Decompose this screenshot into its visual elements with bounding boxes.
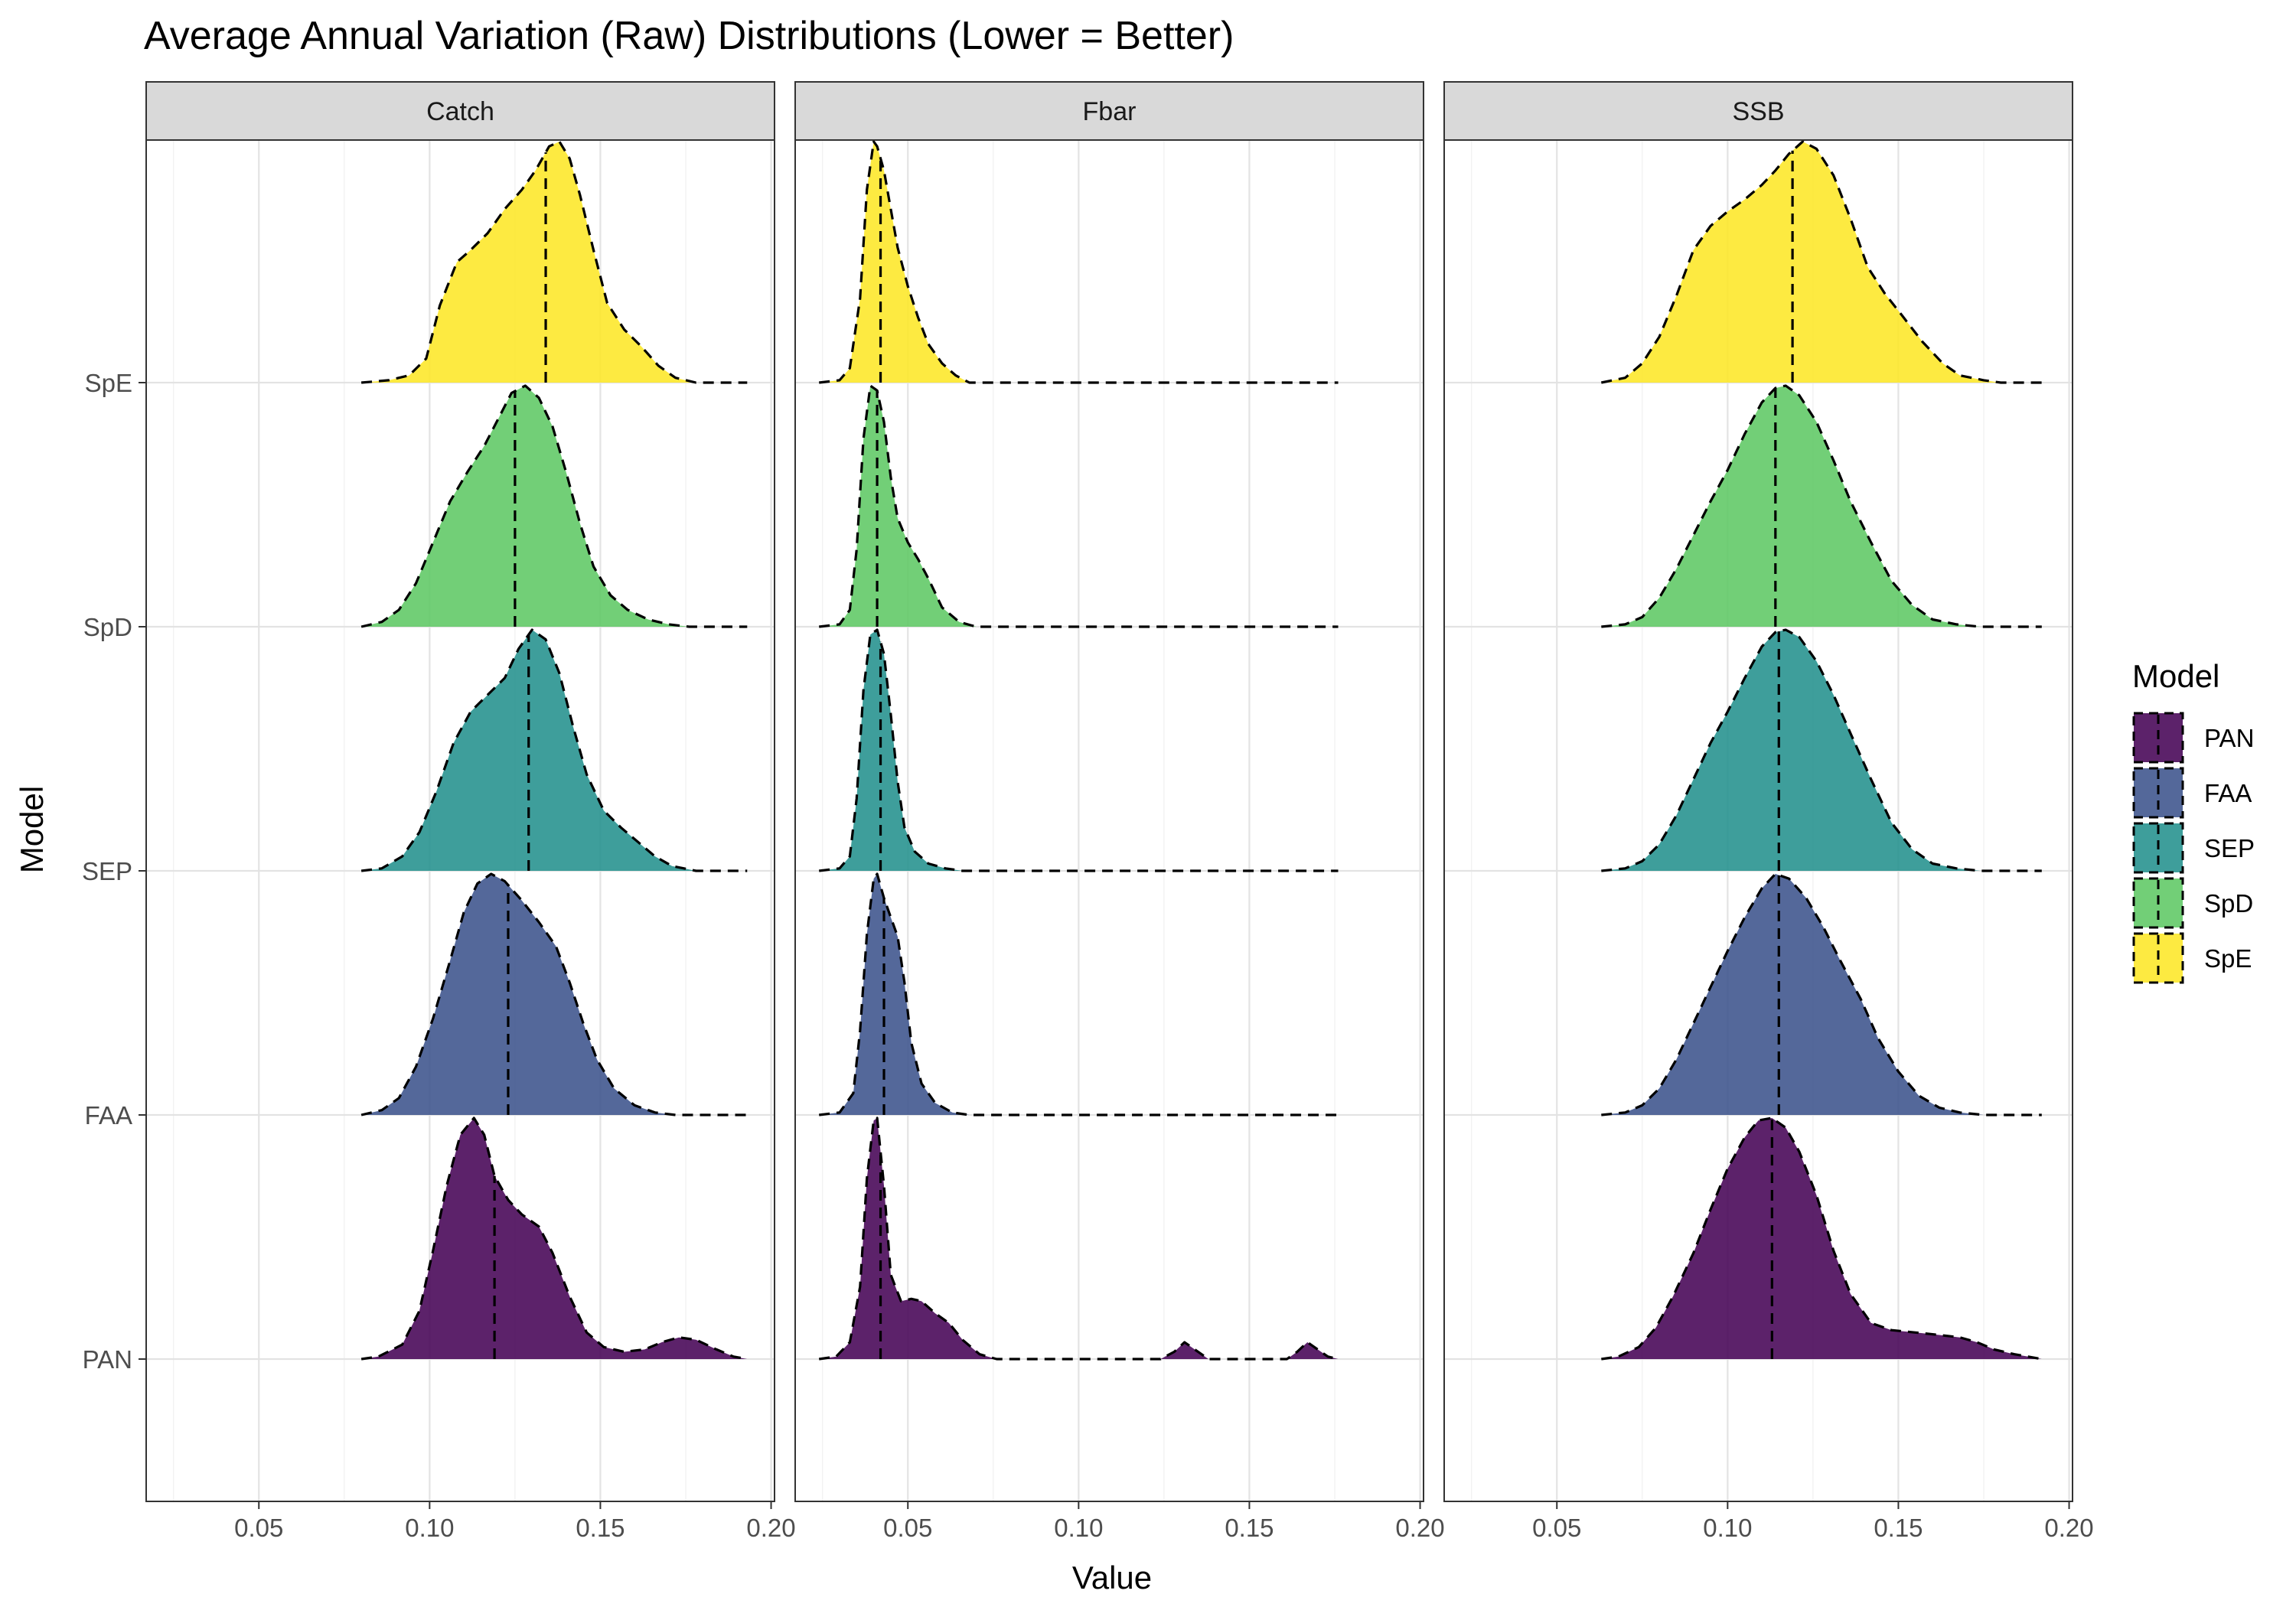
ridge-pan	[818, 1116, 1339, 1361]
ridge-spd	[819, 384, 1339, 628]
legend-item-faa: FAA	[2132, 767, 2252, 819]
ridge-sep	[1601, 628, 2042, 872]
ridge-spe	[1600, 140, 2042, 384]
ridge-spe	[819, 140, 1339, 384]
ridge-pan	[1601, 1116, 2043, 1361]
density-area	[361, 630, 748, 871]
ridge-sep	[819, 628, 1339, 872]
facet-strip-label: Catch	[426, 97, 494, 126]
density-outline	[819, 628, 1339, 872]
density-outline	[1601, 384, 2042, 628]
legend-label: SpD	[2204, 889, 2253, 918]
density-area	[361, 386, 748, 627]
y-tick-label: SEP	[82, 857, 132, 885]
facet-panel-ssb: SSB	[1443, 81, 2073, 1502]
density-outline	[818, 1116, 1339, 1361]
density-area	[819, 386, 1339, 627]
x-tick-label: 0.05	[883, 1514, 932, 1542]
ridge-spe	[360, 140, 748, 384]
x-tick-label: 0.10	[1054, 1514, 1103, 1542]
ridge-faa	[360, 872, 748, 1116]
x-tick-label: 0.20	[2044, 1514, 2093, 1542]
density-outline	[819, 140, 1339, 384]
x-axis-fbar: 0.05 0.10 0.15 0.20	[883, 1501, 1445, 1542]
ridge-pan	[360, 1116, 748, 1361]
x-axis-title: Value	[1072, 1560, 1152, 1596]
legend-label: SpE	[2204, 944, 2252, 973]
density-outline	[360, 872, 748, 1116]
y-tick-label: SpE	[85, 369, 132, 397]
density-outline	[1601, 628, 2042, 872]
density-area	[819, 874, 1339, 1115]
panel-border	[145, 139, 775, 1502]
legend-title: Model	[2132, 658, 2219, 694]
x-tick-label: 0.15	[1874, 1514, 1923, 1542]
facet-strip-label: SSB	[1732, 97, 1784, 126]
facet-strip	[1443, 81, 2073, 141]
chart-title: Average Annual Variation (Raw) Distribut…	[144, 14, 1234, 58]
density-outline	[819, 872, 1339, 1116]
legend-items: PAN FAA SEP SpD SpE	[2132, 712, 2255, 984]
density-outline	[1601, 872, 2042, 1116]
x-tick-label: 0.05	[234, 1514, 283, 1542]
x-axis-catch: 0.05 0.10 0.15 0.20	[234, 1501, 796, 1542]
density-area	[819, 142, 1339, 383]
density-area	[1601, 386, 2042, 627]
facet-strip	[794, 81, 1424, 141]
density-area	[819, 1118, 1339, 1359]
legend-item-pan: PAN	[2132, 712, 2254, 764]
x-tick-label: 0.20	[746, 1514, 795, 1542]
ridge-faa	[1601, 872, 2042, 1116]
legend-label: PAN	[2204, 724, 2254, 752]
legend-item-sep: SEP	[2132, 822, 2255, 874]
density-outline	[360, 140, 748, 384]
facet-strip-label: Fbar	[1083, 97, 1137, 126]
density-outline	[1601, 1116, 2043, 1361]
y-tick-label: PAN	[83, 1345, 132, 1374]
density-outline	[360, 1116, 748, 1361]
x-tick-label: 0.10	[405, 1514, 454, 1542]
density-outline	[360, 628, 748, 872]
facet-panels: Catch Fbar SSB	[145, 81, 2073, 1502]
facet-strip	[145, 81, 775, 141]
legend-item-spe: SpE	[2132, 932, 2252, 984]
density-outline	[1600, 140, 2042, 384]
x-tick-label: 0.10	[1703, 1514, 1752, 1542]
x-tick-label: 0.05	[1532, 1514, 1581, 1542]
legend-item-spd: SpD	[2132, 877, 2253, 929]
density-area	[361, 142, 748, 383]
density-outline	[360, 384, 748, 628]
y-axis-title: Model	[14, 786, 50, 873]
legend-label: FAA	[2204, 779, 2252, 807]
ridge-spd	[1601, 384, 2042, 628]
ridge-spd	[360, 384, 748, 628]
density-area	[361, 1118, 748, 1359]
density-area	[1601, 142, 2042, 383]
facet-panel-catch: Catch	[145, 81, 775, 1502]
ridge-sep	[360, 628, 748, 872]
density-area	[1601, 630, 2042, 871]
ridge-faa	[819, 872, 1339, 1116]
y-axis: PAN FAA SEP SpD SpE	[82, 369, 146, 1374]
x-tick-label: 0.20	[1395, 1514, 1444, 1542]
legend-label: SEP	[2204, 834, 2255, 862]
density-area	[1601, 1118, 2042, 1359]
x-tick-label: 0.15	[1225, 1514, 1274, 1542]
density-area	[819, 630, 1339, 871]
panel-border	[1443, 139, 2073, 1502]
facet-panel-fbar: Fbar	[794, 81, 1424, 1502]
y-tick-label: SpD	[83, 613, 132, 641]
y-tick-label: FAA	[85, 1101, 132, 1129]
legend: Model PAN FAA SEP SpD SpE	[2132, 658, 2255, 984]
panel-border	[794, 139, 1424, 1502]
x-axis-ssb: 0.05 0.10 0.15 0.20	[1532, 1501, 2094, 1542]
density-area	[1601, 874, 2042, 1115]
x-axes: 0.05 0.10 0.15 0.20 0.05 0.10 0.15 0.20 0.05 0.10…	[234, 1501, 2094, 1542]
density-outline	[819, 384, 1339, 628]
x-tick-label: 0.15	[576, 1514, 625, 1542]
